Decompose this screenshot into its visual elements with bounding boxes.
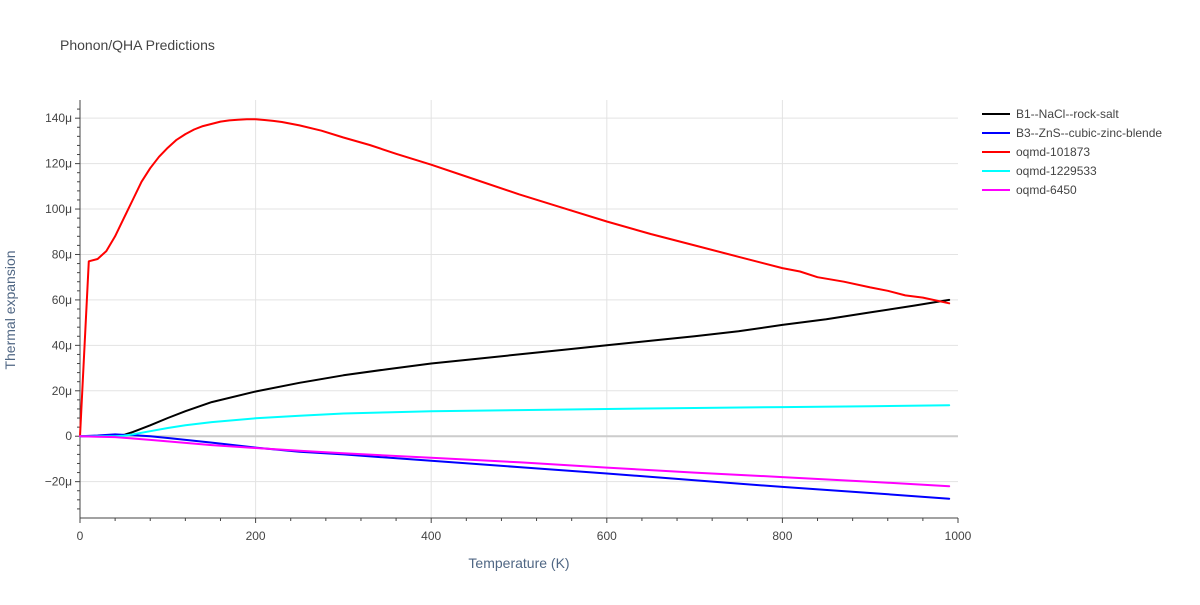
legend-item[interactable]: B1--NaCl--rock-salt [982,107,1119,121]
legend-item[interactable]: oqmd-1229533 [982,164,1097,178]
axes: 0 200 400 600 800 1000 −20μ 0 20μ 40μ 60μ 80μ 100μ 12… [45,100,972,543]
y-tick-label: 120μ [45,157,72,171]
x-tick-label: 600 [597,529,617,543]
y-tick-label: 100μ [45,202,72,216]
series-line-oqmd-6450 [79,435,951,488]
y-tick-label: 140μ [45,111,72,125]
legend-item[interactable]: oqmd-101873 [982,145,1090,159]
y-tick-label: 60μ [52,293,72,307]
grid-lines [80,100,958,518]
legend-label: oqmd-6450 [1016,183,1077,197]
legend-label: oqmd-1229533 [1016,164,1097,178]
series-line-oqmd-1229533 [79,404,951,438]
series-line-oqmd-101873 [79,118,951,438]
x-tick-label: 200 [246,529,266,543]
y-tick-label: −20μ [45,475,72,489]
x-tick-label: 800 [772,529,792,543]
x-tick-label: 0 [77,529,84,543]
legend-item[interactable]: oqmd-6450 [982,183,1077,197]
chart-title: Phonon/QHA Predictions [60,37,215,53]
x-axis-label: Temperature (K) [468,555,569,571]
legend-label: B1--NaCl--rock-salt [1016,107,1119,121]
series-lines [79,118,951,500]
x-tick-label: 1000 [945,529,972,543]
y-axis-label: Thermal expansion [2,250,18,369]
x-tick-label: 400 [421,529,441,543]
legend-label: oqmd-101873 [1016,145,1090,159]
y-tick-label: 0 [65,429,72,443]
y-tick-label: 40μ [52,338,72,352]
y-tick-label: 20μ [52,384,72,398]
legend-item[interactable]: B3--ZnS--cubic-zinc-blende [982,126,1162,140]
legend-label: B3--ZnS--cubic-zinc-blende [1016,126,1162,140]
y-tick-label: 80μ [52,247,72,261]
legend[interactable]: B1--NaCl--rock-salt B3--ZnS--cubic-zinc-b… [982,107,1162,197]
series-line-b1-nacl-rock-salt [79,298,951,438]
